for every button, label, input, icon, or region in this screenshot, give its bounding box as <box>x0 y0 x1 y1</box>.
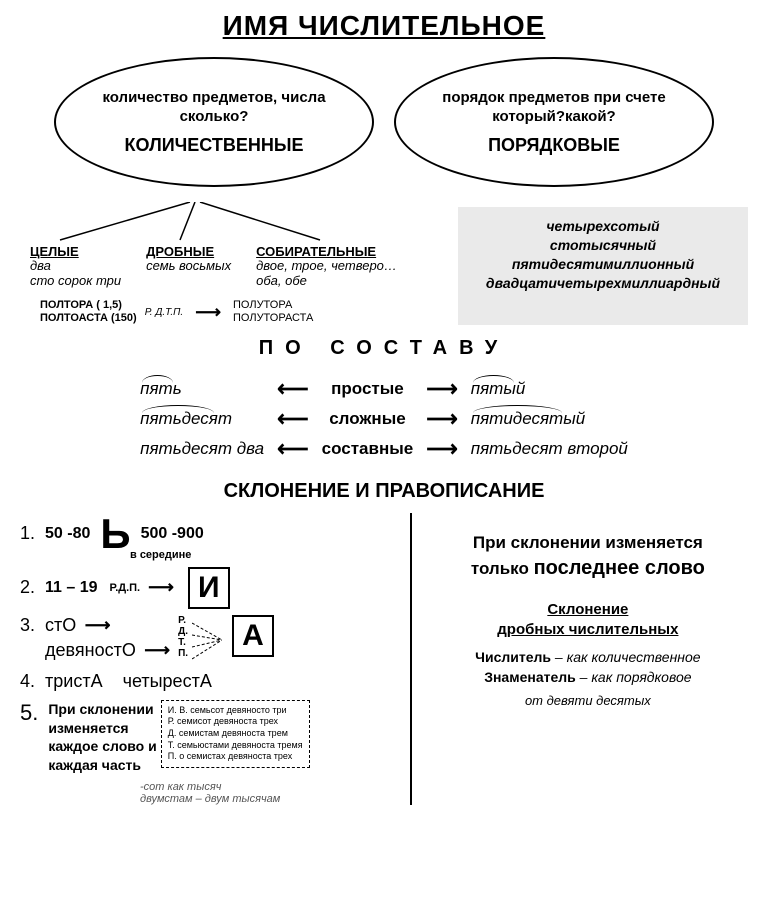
sostav-r2-mid: сложные <box>321 406 415 432</box>
rule2-num: 2. <box>20 577 35 598</box>
poltora-l1: ПОЛТОРА ( 1,5) <box>40 299 137 312</box>
subtype-collective: СОБИРАТЕЛЬНЫЕ двое, трое, четверо… оба, … <box>256 244 397 289</box>
rule5-num: 5. <box>20 700 38 726</box>
subtype-coll-hdr: СОБИРАТЕЛЬНЫЕ <box>256 244 397 259</box>
right-ex: от девяти десятых <box>428 693 748 708</box>
arrow-left-icon: ⟵ <box>273 406 313 432</box>
branches-svg <box>30 202 390 242</box>
dashed-lines-svg <box>192 615 222 665</box>
subtype-whole-hdr: ЦЕЛЫЕ <box>30 244 121 259</box>
graybox-l3: пятидесятимиллионный <box>464 255 742 274</box>
arrow-icon: ⟶ <box>148 577 174 598</box>
sostav-r3-right: пятьдесят второй <box>470 436 629 462</box>
right-l1a: Числитель <box>475 649 551 665</box>
poltora-mid: Р. Д.Т.П. <box>145 307 184 318</box>
rule4-b: четырестА <box>123 671 212 692</box>
ovals-row: количество предметов, числа сколько? КОЛ… <box>20 57 748 187</box>
rule-1: 1. 50 -80 Ь 500 -900 <box>20 519 398 548</box>
rule2-a: 11 – 19 <box>45 579 98 597</box>
rule4-a: тристА <box>45 671 103 692</box>
arrow-icon: ⟶ <box>144 640 170 661</box>
rule-4: 4. тристА четырестА <box>20 671 398 692</box>
right-hdr: Склонение дробных числительных <box>428 600 748 639</box>
right-l2a: Знаменатель <box>484 669 576 685</box>
oval-right-line2: который?какой? <box>492 108 615 125</box>
rule4-num: 4. <box>20 671 35 692</box>
rule-5: 5. При склонении изменяется каждое слово… <box>20 700 398 776</box>
arrow-left-icon: ⟵ <box>273 436 313 462</box>
rule3-num: 3. <box>20 615 35 636</box>
sostav-r1-left: пять <box>140 379 182 399</box>
sostav-r3-left: пятьдесят два <box>139 436 265 462</box>
subtype-coll-ex1: двое, трое, четверо… <box>256 259 397 274</box>
subtype-frac-ex1: семь восьмых <box>146 259 231 274</box>
right-top2a: только <box>471 559 534 578</box>
row-subtypes: ЦЕЛЫЕ два сто сорок три ДРОБНЫЕ семь вос… <box>20 207 748 325</box>
oval-left-line1: количество предметов, числа <box>102 89 325 106</box>
graybox-l2: стотысячный <box>464 236 742 255</box>
arrow-right-icon: ⟶ <box>422 376 462 402</box>
graybox-l1: четырехсотый <box>464 217 742 236</box>
subtype-frac-hdr: ДРОБНЫЕ <box>146 244 231 259</box>
composition-table: пять ⟵ простые ⟶ пятый пятьдесят ⟵ сложн… <box>131 372 637 466</box>
right-top1: При склонении изменяется <box>428 533 748 553</box>
declension-row: 1. 50 -80 Ь 500 -900 в середине 2. 11 – … <box>20 513 748 805</box>
right-l1b: – как количественное <box>551 649 701 665</box>
rule-3: 3. стО ⟶ девяностО ⟶ Р. Д. Т. П. А <box>20 615 398 665</box>
oval-left-line2: сколько? <box>180 108 249 125</box>
arrow-left-icon: ⟵ <box>273 376 313 402</box>
poltora-row: ПОЛТОРА ( 1,5) ПОЛТОАСТА (150) Р. Д.Т.П.… <box>40 299 397 325</box>
rule1-a: 50 -80 <box>45 525 90 543</box>
rule3-box: А <box>232 615 274 657</box>
oval-right-line1: порядок предметов при счете <box>442 89 665 106</box>
sostav-r2-right: пятидесятый <box>471 409 585 429</box>
rule1-under: в середине <box>130 549 398 561</box>
arrow-right-icon: ⟶ <box>422 406 462 432</box>
subtype-whole-ex1: два <box>30 259 121 274</box>
composition-header: ПО СОСТАВУ <box>20 337 748 360</box>
declension-right: При склонении изменяется только последне… <box>428 513 748 805</box>
rule2-box: И <box>188 567 230 609</box>
ordinal-examples-box: четырехсотый стотысячный пятидесятимилли… <box>458 207 748 325</box>
right-top2b: последнее слово <box>534 557 705 579</box>
rule1-num: 1. <box>20 523 35 544</box>
declension-header: СКЛОНЕНИЕ И ПРАВОПИСАНИЕ <box>20 480 748 503</box>
rule3-a: стО <box>45 615 76 635</box>
rule2-case: Р.Д.П. <box>110 582 141 594</box>
rule5-footer: -сот как тысяч двумстам – двум тысячам <box>140 781 398 805</box>
sostav-r3-mid: составные <box>321 436 415 462</box>
oval-right-line3: ПОРЯДКОВЫЕ <box>488 135 620 156</box>
rule3-b: девяностО <box>45 640 136 660</box>
arrow-icon: ⟶ <box>195 302 221 323</box>
right-l2b: – как порядковое <box>576 669 692 685</box>
page-title: ИМЯ ЧИСЛИТЕЛЬНОЕ <box>20 10 748 42</box>
arrow-right-icon: ⟶ <box>422 436 462 462</box>
declension-left: 1. 50 -80 Ь 500 -900 в середине 2. 11 – … <box>20 513 412 805</box>
rule3-cases: Р. Д. Т. П. <box>178 615 188 659</box>
sostav-r2-left: пятьдесят <box>140 409 232 429</box>
subtype-whole: ЦЕЛЫЕ два сто сорок три <box>30 244 121 289</box>
poltora-r2: ПОЛУТОРАСТА <box>233 312 313 325</box>
subtypes-block: ЦЕЛЫЕ два сто сорок три ДРОБНЫЕ семь вос… <box>20 207 397 325</box>
subtype-whole-ex2: сто сорок три <box>30 274 121 289</box>
rule5-box: И. В. семьсот девяносто три Р. семисот д… <box>161 700 310 768</box>
arrow-icon: ⟶ <box>85 615 111 636</box>
subtype-fractional: ДРОБНЫЕ семь восьмых <box>146 244 231 289</box>
poltora-r1: ПОЛУТОРА <box>233 299 313 312</box>
rule5-text: При склонении изменяется каждое слово и … <box>48 700 156 776</box>
graybox-l4: двадцатичетырехмиллиардный <box>464 274 742 293</box>
sostav-r1-mid: простые <box>321 376 415 402</box>
rule1-b: Ь <box>100 519 130 548</box>
rule-2: 2. 11 – 19 Р.Д.П. ⟶ И <box>20 567 398 609</box>
subtype-coll-ex2: оба, обе <box>256 274 397 289</box>
rule1-c: 500 -900 <box>141 525 204 543</box>
oval-ordinal: порядок предметов при счете который?како… <box>394 57 714 187</box>
oval-left-line3: КОЛИЧЕСТВЕННЫЕ <box>125 135 304 156</box>
sostav-r1-right: пятый <box>471 379 526 399</box>
poltora-l2: ПОЛТОАСТА (150) <box>40 312 137 325</box>
oval-quantitative: количество предметов, числа сколько? КОЛ… <box>54 57 374 187</box>
